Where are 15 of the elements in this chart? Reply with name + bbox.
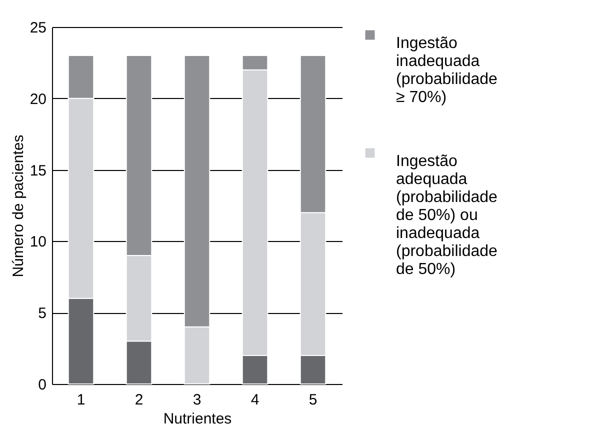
y-axis-title: Número de pacientes: [10, 134, 27, 278]
x-tick-label: 3: [192, 392, 202, 408]
y-tick-label: 25: [30, 20, 46, 36]
y-tick-label: 15: [30, 162, 46, 180]
y-tick-label: 0: [38, 376, 46, 394]
x-axis-title: Nutrientes: [163, 410, 232, 428]
legend-label: Ingestão inadequada (probabilidade ≥ 70%): [396, 35, 498, 106]
x-tick-label: 4: [250, 392, 260, 408]
x-tick-label: 1: [76, 392, 86, 408]
y-tick-label: 5: [38, 305, 46, 322]
x-tick-label: 2: [134, 392, 144, 408]
y-tick-label: 20: [30, 90, 46, 108]
x-tick-label: 5: [308, 392, 318, 408]
y-tick-label: 10: [30, 234, 46, 251]
legend-label: Ingestão adequada (probabilidade de 50%) ou inadequada (probabilidade de 50%): [396, 153, 498, 278]
